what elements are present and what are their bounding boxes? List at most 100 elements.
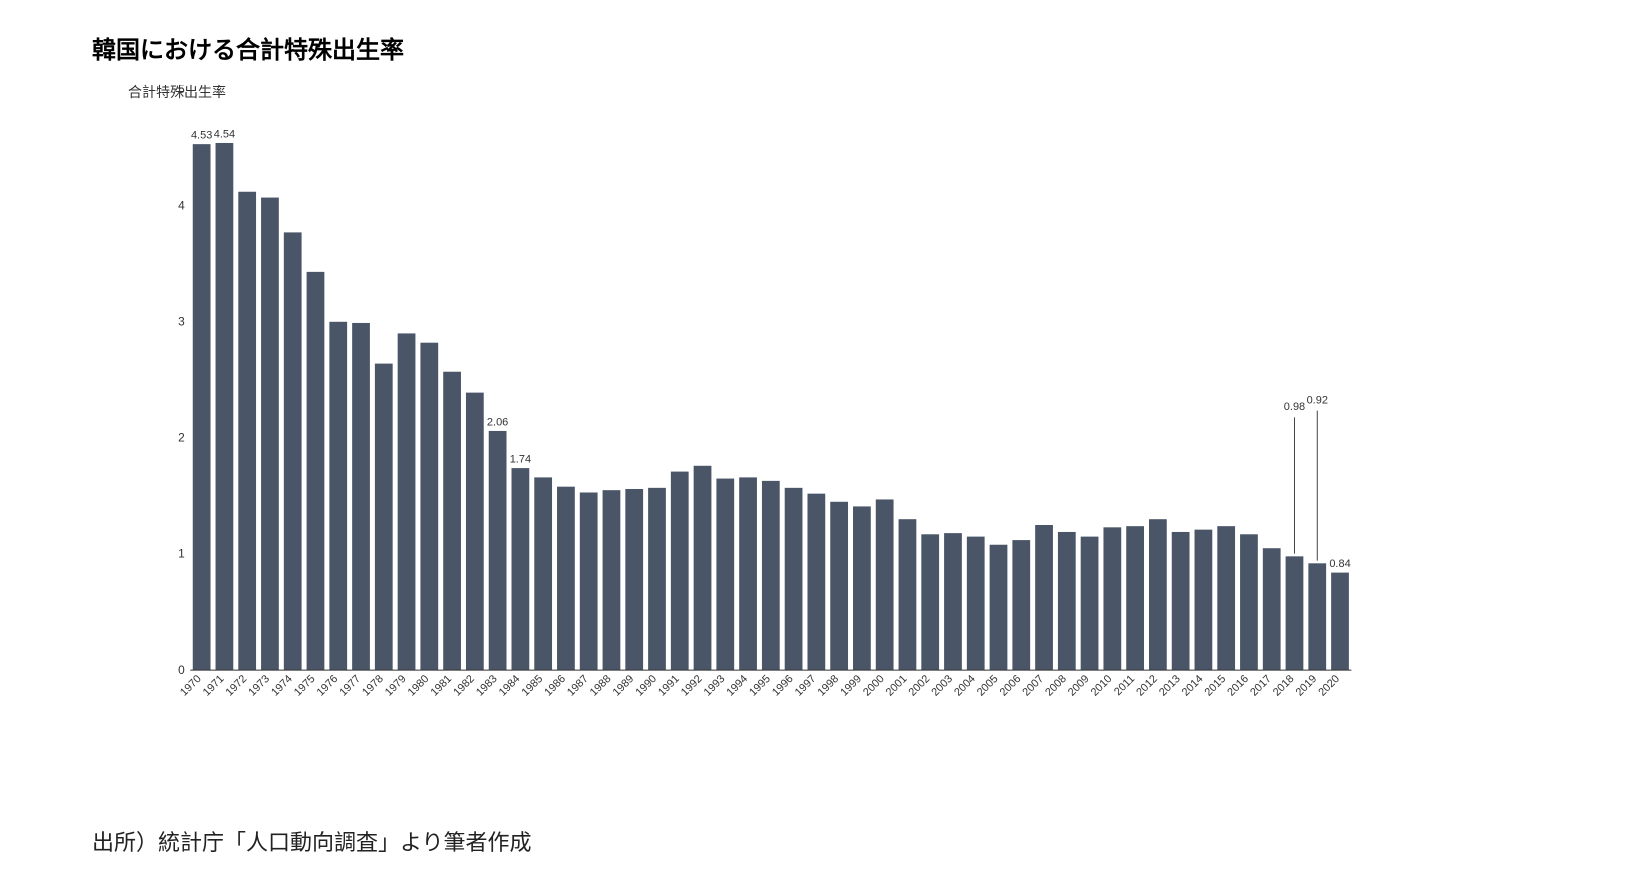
x-tick-label: 1971	[201, 673, 227, 699]
bar	[807, 494, 825, 670]
x-tick-label: 1976	[315, 673, 341, 699]
bar	[375, 364, 393, 671]
x-tick-label: 2017	[1248, 673, 1274, 699]
bar	[830, 502, 848, 670]
x-axis: 1970197119721973197419751976197719781979…	[178, 673, 1342, 699]
bar	[739, 477, 757, 670]
x-tick-label: 1974	[269, 673, 295, 699]
x-tick-label: 2002	[907, 673, 933, 699]
bar	[990, 545, 1008, 670]
bar	[193, 144, 211, 670]
x-tick-label: 2001	[884, 673, 910, 699]
x-tick-label: 1984	[497, 673, 523, 699]
bar	[785, 488, 803, 670]
value-label: 4.54	[214, 128, 235, 140]
x-tick-label: 1992	[679, 673, 705, 699]
x-tick-label: 1985	[520, 673, 546, 699]
bar	[671, 472, 689, 671]
bar	[944, 533, 962, 670]
x-tick-label: 2019	[1294, 673, 1320, 699]
x-tick-label: 2008	[1043, 673, 1069, 699]
bar	[1081, 537, 1099, 671]
bar	[694, 466, 712, 670]
x-tick-label: 1993	[702, 673, 728, 699]
x-tick-label: 2010	[1089, 673, 1115, 699]
bar	[1331, 573, 1349, 671]
x-tick-label: 1991	[656, 673, 682, 699]
value-label: 4.53	[191, 130, 212, 142]
x-tick-label: 2018	[1271, 673, 1297, 699]
x-tick-label: 2007	[1020, 673, 1046, 699]
x-tick-label: 1979	[383, 673, 409, 699]
x-tick-label: 2015	[1203, 673, 1229, 699]
bar	[1103, 527, 1121, 670]
bar	[398, 333, 416, 670]
bar	[716, 479, 734, 671]
x-tick-label: 2016	[1225, 673, 1251, 699]
bar	[1195, 530, 1213, 670]
x-tick-label: 1972	[224, 673, 250, 699]
x-tick-label: 1994	[724, 673, 750, 699]
x-tick-label: 2003	[929, 673, 955, 699]
x-tick-label: 2014	[1180, 673, 1206, 699]
x-tick-label: 2000	[861, 673, 887, 699]
svg-text:2: 2	[178, 431, 185, 445]
bar	[853, 506, 871, 670]
bar	[352, 323, 370, 670]
bar	[307, 272, 325, 670]
chart-svg: 012345 197019711972197319741975197619771…	[122, 85, 1416, 725]
bar	[512, 468, 530, 670]
bar	[580, 492, 598, 670]
bar	[1012, 540, 1030, 670]
value-label: 0.92	[1307, 394, 1328, 406]
value-label: 1.74	[510, 454, 531, 466]
x-tick-label: 1986	[542, 673, 568, 699]
bar	[1149, 519, 1167, 670]
bar	[329, 322, 347, 670]
x-tick-label: 2011	[1112, 673, 1137, 698]
y-axis: 012345	[178, 85, 185, 677]
source-note: 出所）統計庁「人口動向調査」より筆者作成	[92, 825, 532, 857]
bar	[261, 198, 279, 671]
x-tick-label: 2004	[952, 673, 978, 699]
bar	[284, 232, 302, 670]
x-tick-label: 1978	[360, 673, 386, 699]
bar	[489, 431, 507, 670]
bars-group	[193, 143, 1349, 670]
svg-text:1: 1	[178, 547, 185, 561]
x-tick-label: 1983	[474, 673, 500, 699]
x-tick-label: 1982	[451, 673, 477, 699]
bar	[534, 477, 552, 670]
x-tick-label: 1998	[816, 673, 842, 699]
x-tick-label: 1996	[770, 673, 796, 699]
x-tick-label: 1977	[337, 673, 363, 699]
bar	[1286, 556, 1304, 670]
bar	[876, 499, 894, 670]
x-tick-label: 2009	[1066, 673, 1092, 699]
x-tick-label: 2012	[1134, 673, 1160, 699]
bar	[238, 192, 256, 670]
bar	[420, 343, 438, 670]
bar	[1058, 532, 1076, 670]
bar	[603, 490, 621, 670]
bar	[1035, 525, 1053, 670]
chart-container: 韓国における合計特殊出生率 合計特殊出生率 012345 19701971197…	[0, 0, 1633, 886]
bar	[648, 488, 666, 670]
bar	[921, 534, 939, 670]
value-label: 0.98	[1284, 401, 1305, 413]
x-tick-label: 1980	[406, 673, 432, 699]
bar	[625, 489, 643, 670]
svg-text:3: 3	[178, 314, 185, 328]
x-tick-label: 1990	[633, 673, 659, 699]
x-tick-label: 2006	[998, 673, 1024, 699]
x-tick-label: 1987	[565, 673, 591, 699]
bar	[557, 487, 575, 670]
svg-text:5: 5	[178, 85, 185, 96]
bar	[762, 481, 780, 670]
svg-text:4: 4	[178, 198, 185, 212]
x-tick-label: 1999	[838, 673, 864, 699]
bar	[443, 372, 461, 670]
value-label: 0.84	[1329, 558, 1350, 570]
x-tick-label: 1981	[428, 673, 454, 699]
x-tick-label: 2020	[1316, 673, 1342, 699]
